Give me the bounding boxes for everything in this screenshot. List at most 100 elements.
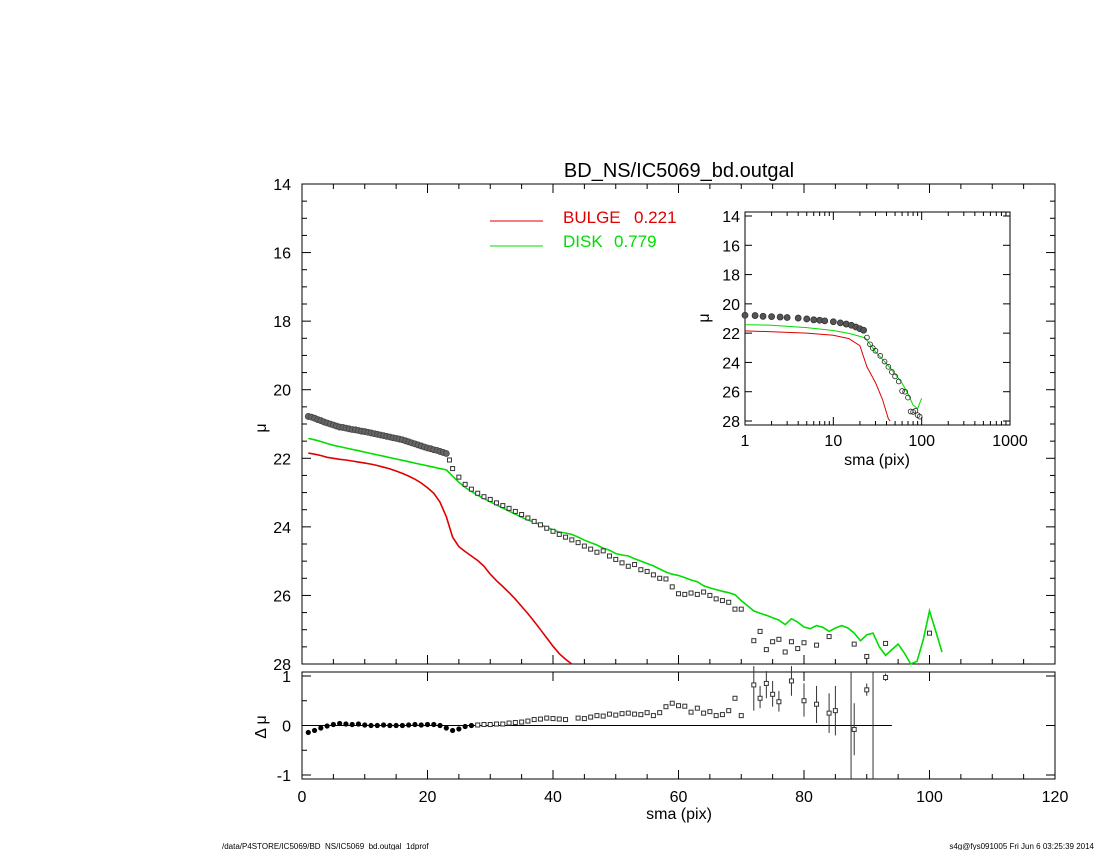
footer-timestamp: s4g@fys091005 Fri Jun 6 03:25:39 2014 [949, 842, 1094, 850]
inset-observed-point [768, 313, 775, 320]
residual-point [318, 725, 324, 731]
residual-point [883, 674, 889, 680]
observed-point [701, 589, 707, 595]
inset-observed-points [741, 311, 923, 420]
residual-point [694, 705, 700, 711]
legend-disk-label: DISK [563, 232, 603, 251]
observed-point [801, 640, 807, 646]
residual-point [368, 722, 374, 729]
inset-series-line-disk [744, 324, 923, 410]
observed-point [556, 531, 562, 537]
observed-point [456, 474, 462, 480]
residual-x-tick-label: 100 [916, 789, 943, 806]
residual-point [450, 727, 456, 734]
residual-x-tick-label: 0 [298, 789, 307, 806]
observed-point [600, 548, 606, 554]
residual-point [349, 721, 355, 728]
inset-y-tick-label: 20 [722, 297, 740, 314]
residual-point [581, 716, 587, 722]
inset-observed-point [821, 317, 829, 325]
inset-observed-point [794, 314, 802, 322]
residual-x-tick-label: 120 [1042, 789, 1069, 806]
observed-point [506, 505, 512, 511]
inset-observed-point [759, 312, 767, 320]
inset-y-tick-label: 14 [722, 209, 740, 226]
observed-point [757, 628, 763, 634]
observed-point [763, 647, 769, 653]
residual-point [537, 716, 543, 722]
observed-point [462, 481, 468, 487]
residual-point [494, 721, 500, 727]
residual-point [738, 713, 744, 719]
observed-point [481, 494, 487, 500]
inset-observed-point [829, 318, 837, 326]
inset-log-panel: 14 16 18 20 22 24 26 281 10 100 1000 μ sma (pix) [696, 209, 1028, 469]
residual-x-tick-label: 80 [795, 789, 813, 806]
residual-point [399, 722, 405, 729]
residual-point [563, 717, 569, 723]
inset-observed-point [810, 316, 818, 324]
residual-point [343, 721, 349, 727]
observed-point [788, 639, 794, 645]
inset-observed-point [741, 311, 749, 319]
observed-point [851, 641, 857, 647]
observed-point [531, 518, 537, 524]
inset-series-line-bulge [744, 330, 891, 422]
observed-point [657, 575, 663, 581]
observed-point [569, 537, 575, 543]
observed-point [864, 653, 870, 659]
residual-point [657, 710, 663, 716]
observed-point [688, 590, 694, 596]
inset-observed-point [867, 341, 873, 348]
observed-point [883, 640, 889, 646]
residual-point [380, 722, 387, 728]
observed-point [594, 549, 600, 555]
inset-series-group [744, 324, 923, 422]
residual-point [305, 729, 311, 736]
inset-observed-point [902, 388, 908, 395]
observed-point [544, 525, 550, 531]
legend: BULGE 0.221 DISK 0.779 [490, 208, 677, 251]
observed-point [487, 496, 493, 502]
inset-y-tick-label: 24 [722, 355, 740, 372]
residual-point [512, 720, 518, 726]
observed-point [694, 591, 700, 597]
residual-point [311, 727, 318, 734]
residual-x-tick-label: 20 [419, 789, 437, 806]
observed-point [613, 556, 619, 562]
inset-observed-point [899, 388, 905, 394]
observed-point [732, 606, 738, 612]
observed-point [738, 606, 744, 612]
observed-point [826, 634, 832, 640]
residual-point [374, 722, 380, 729]
observed-point [450, 466, 456, 472]
residual-point [770, 691, 776, 697]
residual-point [851, 726, 857, 732]
inset-observed-point [895, 378, 902, 385]
residual-point [519, 719, 525, 725]
observed-point [563, 534, 569, 540]
residual-point [688, 709, 694, 715]
inset-observed-point [836, 319, 844, 327]
main-y-ticks: 14 16 18 20 22 24 26 28 [273, 177, 1056, 674]
residual-point [814, 701, 820, 707]
main-y-tick-label: 24 [273, 520, 291, 537]
observed-point [606, 553, 612, 559]
residual-point [393, 722, 399, 729]
residual-point [531, 717, 537, 723]
residual-point [669, 700, 675, 706]
inset-axis-ticks: 14 16 18 20 22 24 26 281 10 100 1000 [722, 209, 1028, 450]
inset-observed-point [860, 326, 867, 334]
residual-point [801, 698, 807, 704]
inset-observed-point [881, 358, 888, 365]
main-y-tick-label: 28 [273, 657, 291, 674]
observed-point [751, 638, 757, 644]
observed-point [776, 636, 782, 642]
residual-point [424, 721, 431, 728]
residual-point [638, 712, 644, 718]
observed-point [676, 591, 681, 597]
main-y-tick-label: 26 [273, 588, 291, 605]
main-y-tick-label: 22 [273, 451, 291, 468]
